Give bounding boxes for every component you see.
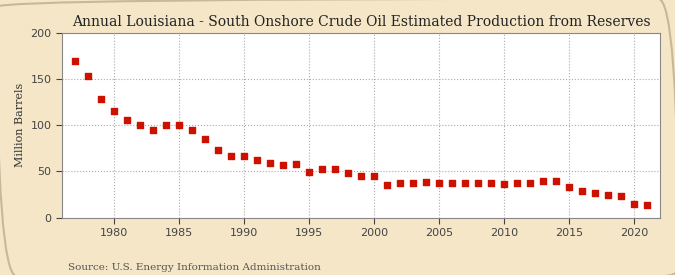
- Point: [369, 174, 379, 178]
- Point: [603, 192, 614, 197]
- Point: [265, 161, 275, 165]
- Point: [421, 179, 431, 184]
- Point: [96, 97, 107, 102]
- Point: [83, 74, 94, 79]
- Point: [408, 180, 418, 185]
- Point: [642, 202, 653, 207]
- Point: [460, 180, 470, 185]
- Point: [433, 180, 444, 185]
- Point: [109, 109, 119, 114]
- Point: [173, 123, 184, 128]
- Point: [161, 123, 171, 128]
- Point: [395, 180, 406, 185]
- Point: [148, 128, 159, 132]
- Point: [472, 181, 483, 186]
- Point: [616, 194, 626, 199]
- Point: [304, 170, 315, 175]
- Y-axis label: Million Barrels: Million Barrels: [15, 83, 25, 167]
- Point: [329, 166, 340, 171]
- Point: [564, 185, 574, 189]
- Point: [499, 182, 510, 186]
- Text: Source: U.S. Energy Information Administration: Source: U.S. Energy Information Administ…: [68, 263, 321, 272]
- Point: [512, 180, 522, 185]
- Point: [317, 166, 327, 171]
- Point: [122, 117, 132, 122]
- Point: [589, 191, 600, 195]
- Point: [447, 181, 458, 186]
- Point: [524, 180, 535, 185]
- Point: [200, 137, 211, 141]
- Point: [356, 174, 367, 178]
- Point: [135, 123, 146, 128]
- Point: [628, 202, 639, 206]
- Point: [187, 128, 198, 132]
- Point: [277, 163, 288, 167]
- Point: [239, 153, 250, 158]
- Title: Annual Louisiana - South Onshore Crude Oil Estimated Production from Reserves: Annual Louisiana - South Onshore Crude O…: [72, 15, 650, 29]
- Point: [70, 59, 80, 63]
- Point: [291, 162, 302, 166]
- Point: [551, 178, 562, 183]
- Point: [225, 153, 236, 158]
- Point: [381, 183, 392, 188]
- Point: [537, 178, 548, 183]
- Point: [343, 171, 354, 175]
- Point: [485, 180, 496, 185]
- Point: [213, 148, 223, 152]
- Point: [252, 158, 263, 163]
- Point: [576, 189, 587, 193]
